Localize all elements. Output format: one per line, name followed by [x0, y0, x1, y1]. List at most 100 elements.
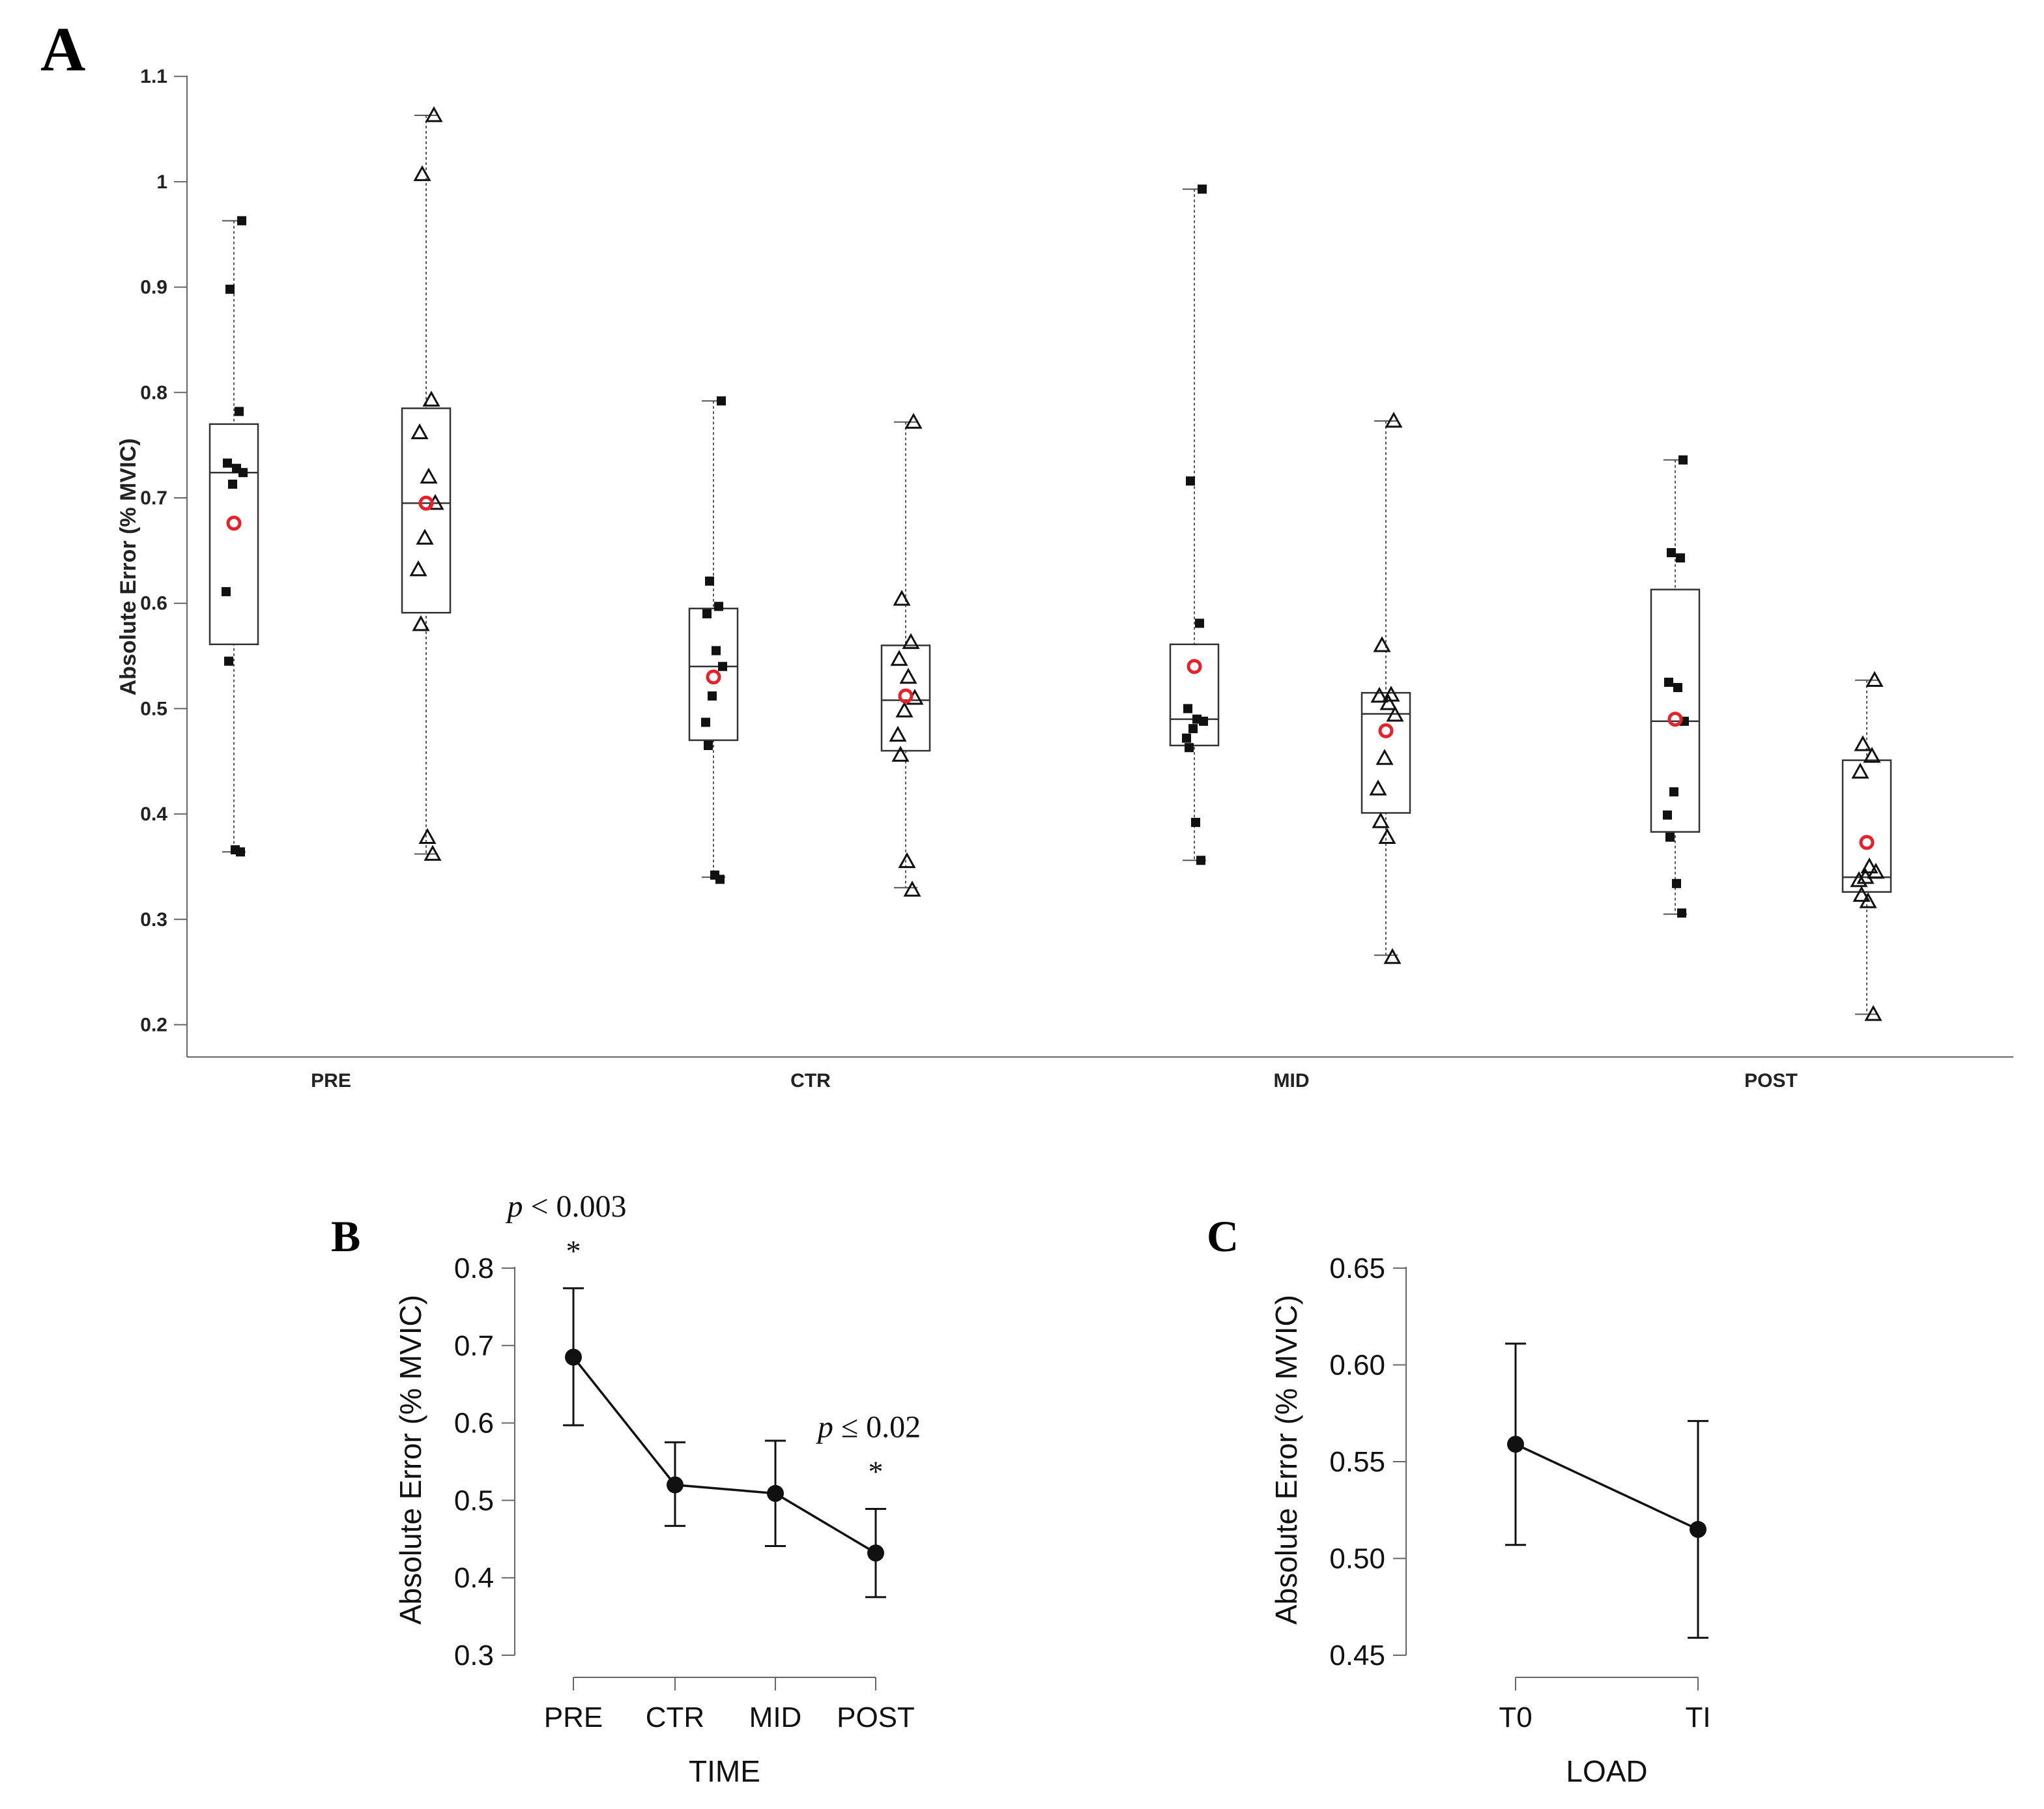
data-point-square [236, 847, 245, 857]
data-point-square [702, 609, 712, 618]
panel-b-x-label: TIME [689, 1754, 760, 1788]
data-point-square [701, 717, 710, 727]
data-point-triangle [1863, 747, 1881, 763]
panel-a-boxes [209, 106, 1892, 1021]
data-point-square [237, 216, 246, 225]
data-point-triangle [904, 412, 923, 429]
data-point-triangle [902, 633, 920, 649]
box-group-ctr-ti [880, 412, 931, 897]
panel-a-x-tick-label: PRE [311, 1070, 351, 1092]
data-point-square [712, 646, 721, 656]
p-symbol: p [816, 1410, 833, 1444]
data-point-triangle [412, 615, 430, 631]
data-point-square [1663, 810, 1672, 820]
data-point-square [222, 586, 231, 596]
data-point-triangle [890, 650, 908, 666]
mean-marker [226, 515, 242, 531]
data-point [667, 1476, 684, 1494]
data-point-triangle [893, 590, 911, 606]
data-point-triangle [895, 701, 914, 717]
data-point-square [715, 875, 725, 884]
data-point-triangle [1375, 749, 1394, 765]
data-point-triangle [425, 106, 443, 123]
data-point-square [1196, 856, 1205, 865]
data-point-square [224, 656, 233, 666]
data-point-square [717, 396, 726, 406]
data-point-triangle [891, 745, 910, 762]
panel-c-y-tick-label: 0.60 [1329, 1350, 1385, 1382]
panel-b-y-tick-label: 0.7 [454, 1330, 494, 1362]
data-point-triangle [1854, 735, 1872, 751]
data-point-square [1667, 548, 1676, 558]
data-point-square [1191, 818, 1200, 828]
data-point-square [1182, 733, 1191, 743]
data-point-triangle [413, 165, 431, 181]
data-point-triangle [1860, 857, 1878, 874]
panel-b-x-tick-label: MID [749, 1701, 802, 1733]
data-point-square [1677, 908, 1686, 918]
panel-a-y-tick-label: 0.2 [140, 1015, 167, 1036]
data-point-triangle [418, 828, 437, 844]
panel-a-x-tick-label: MID [1274, 1070, 1310, 1092]
data-point [1507, 1436, 1524, 1453]
data-point-triangle [1867, 862, 1885, 879]
data-point-triangle [1386, 706, 1404, 722]
panel-c-y-tick-label: 0.45 [1329, 1640, 1385, 1672]
panel-a-y-tick-label: 0.4 [140, 803, 167, 825]
mean-marker [898, 688, 914, 704]
box-group-mid-ti [1360, 411, 1411, 964]
data-point-square [225, 284, 235, 294]
panel-label-c: C [1207, 1211, 1239, 1261]
panel-c-line-chart: Absolute Error (% MVIC) LOAD 0.65 0.60 0.5… [1269, 1252, 1711, 1788]
panel-b-x-tick-label: POST [837, 1701, 915, 1733]
data-point-triangle [409, 560, 427, 577]
box-iqr [209, 423, 259, 646]
data-point [767, 1484, 784, 1502]
data-point-triangle [1370, 686, 1389, 703]
panel-b-y-ticks: 0.8 0.7 0.6 0.5 0.4 0.3 [454, 1252, 515, 1672]
data-point-triangle [1851, 762, 1869, 779]
data-point-square [708, 691, 717, 701]
box-group-ctr-t0 [688, 396, 739, 884]
panel-b-y-tick-label: 0.4 [454, 1562, 494, 1594]
data-point-triangle [903, 880, 921, 897]
data-point-square [228, 479, 237, 489]
data-point-square [1186, 476, 1195, 486]
panel-c-y-ticks: 0.65 0.60 0.55 0.50 0.45 [1329, 1252, 1406, 1672]
data-point [565, 1348, 582, 1366]
data-point-square [1673, 683, 1682, 693]
data-point-square [1664, 677, 1673, 687]
data-point [1690, 1520, 1706, 1538]
panel-label-b: B [331, 1211, 360, 1261]
panel-b-x-ticks: PRE CTR MID POST [544, 1677, 915, 1733]
data-point-triangle [424, 845, 442, 861]
p-symbol: p [505, 1189, 523, 1224]
data-point-triangle [1369, 779, 1387, 796]
data-point-triangle [1865, 671, 1884, 687]
panel-b-y-tick-label: 0.8 [454, 1252, 494, 1284]
panel-b-line-chart: Absolute Error (% MVIC) TIME 0.80.70.60.… [394, 1189, 921, 1788]
p-value-annotation: p ≤ 0.02 [816, 1410, 921, 1444]
mean-marker [1378, 723, 1394, 738]
p-value-text: ≤ 0.02 [833, 1410, 921, 1444]
data-point-square [1188, 724, 1198, 734]
panel-a-x-tick-label: CTR [790, 1070, 831, 1092]
data-point-square [1669, 787, 1678, 797]
panel-c-x-tick-label: T0 [1499, 1701, 1532, 1733]
data-point-triangle [420, 467, 438, 484]
data-point-square [704, 740, 713, 750]
panel-b-y-label: Absolute Error (% MVIC) [394, 1295, 427, 1625]
data-point-triangle [1850, 871, 1868, 888]
panel-a-y-tick-label: 0.5 [140, 698, 167, 719]
panel-a-y-tick-label: 0.3 [140, 909, 167, 931]
panel-a-x-tick-label: POST [1744, 1070, 1798, 1092]
data-point-square [1185, 743, 1194, 753]
data-point-square [1198, 184, 1207, 194]
panel-a-boxplot: Absolute Error (% MVIC) 1.1 1 0.9 0.8 0.7 0.6… [116, 66, 2013, 1092]
p-value-annotation: p < 0.003 [505, 1189, 626, 1224]
data-point-square [1665, 832, 1675, 842]
panel-c-y-tick-label: 0.55 [1329, 1446, 1385, 1478]
data-point-triangle [1379, 694, 1398, 710]
data-point-triangle [1372, 812, 1390, 828]
mean-marker [1859, 835, 1875, 850]
